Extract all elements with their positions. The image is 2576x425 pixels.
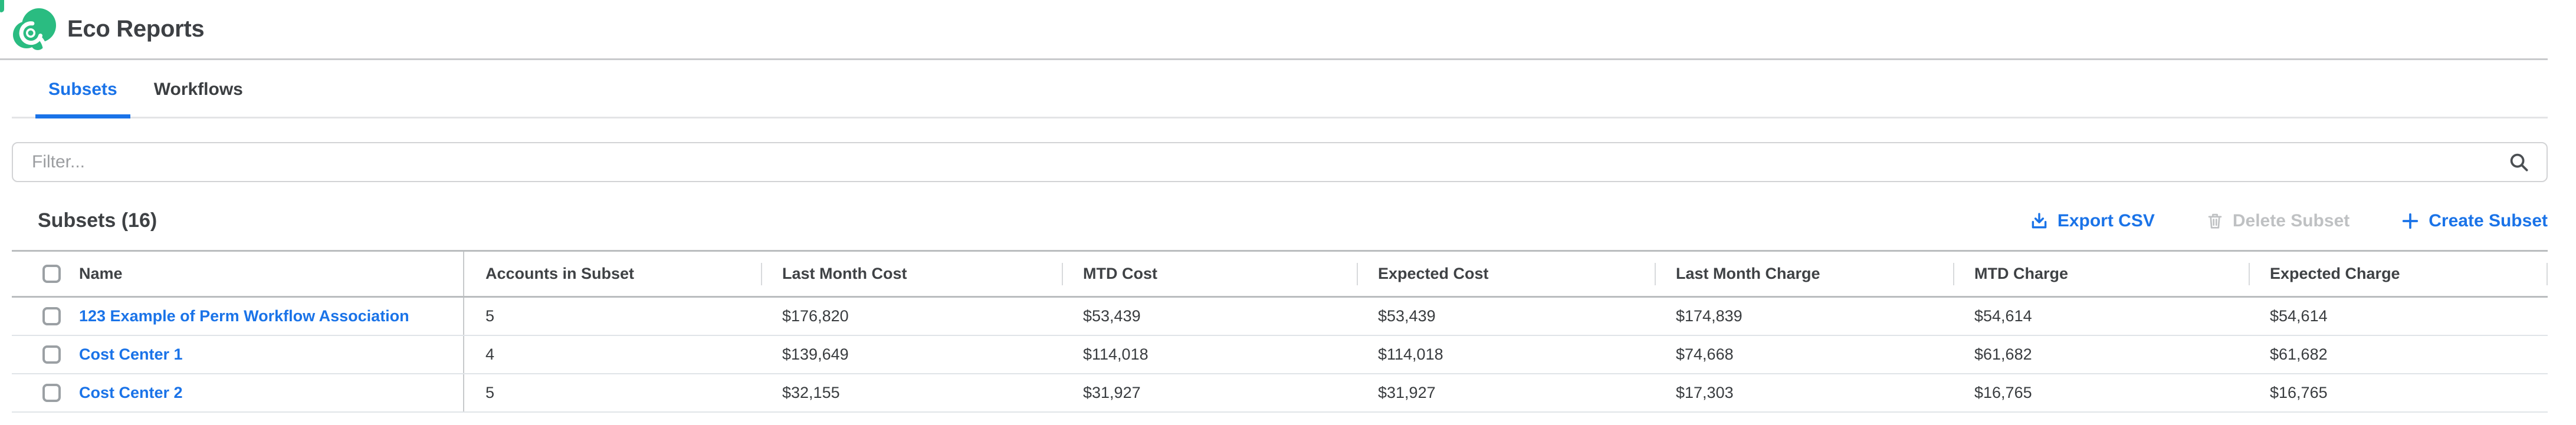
eco-logo-icon bbox=[13, 8, 56, 50]
row-checkbox[interactable] bbox=[42, 307, 61, 325]
cell-last-month-charge: $17,303 bbox=[1676, 384, 1734, 401]
header-cell-expected-charge: Expected Charge bbox=[2249, 252, 2548, 296]
table-row: Cost Center 2 5 $32,155 $31,927 $31,927 … bbox=[12, 374, 2548, 413]
cell-mtd-cost: $31,927 bbox=[1083, 384, 1141, 401]
subset-link[interactable]: Cost Center 1 bbox=[79, 345, 183, 363]
toolbar-actions: Export CSV Delete Subset Create Subset bbox=[2029, 211, 2548, 231]
page-title: Eco Reports bbox=[67, 16, 205, 42]
header-cell-name: Name bbox=[12, 252, 464, 296]
subsets-toolbar: Subsets (16) Export CSV Delete Subset Cr… bbox=[12, 209, 2548, 232]
row-checkbox[interactable] bbox=[42, 345, 61, 364]
create-subset-button[interactable]: Create Subset bbox=[2400, 211, 2548, 231]
cell-name: Cost Center 2 bbox=[12, 374, 464, 411]
header-cell-mtd-cost: MTD Cost bbox=[1062, 252, 1357, 296]
plus-icon bbox=[2403, 213, 2419, 229]
create-subset-label: Create Subset bbox=[2429, 210, 2548, 230]
tab-bar: Subsets Workflows bbox=[0, 60, 2548, 118]
cell-name: 123 Example of Perm Workflow Association bbox=[12, 298, 464, 335]
cell-mtd-charge: $54,614 bbox=[1974, 307, 2032, 325]
tab-subsets[interactable]: Subsets bbox=[35, 60, 130, 118]
export-csv-button[interactable]: Export CSV bbox=[2029, 211, 2155, 231]
tab-workflows[interactable]: Workflows bbox=[153, 79, 243, 99]
cell-expected-charge: $16,765 bbox=[2270, 384, 2328, 401]
select-all-checkbox[interactable] bbox=[42, 265, 61, 283]
subset-link[interactable]: Cost Center 2 bbox=[79, 384, 183, 401]
cell-accounts: 5 bbox=[485, 307, 495, 325]
cell-expected-charge: $61,682 bbox=[2270, 345, 2328, 363]
export-csv-label: Export CSV bbox=[2057, 210, 2155, 230]
column-label-name: Name bbox=[79, 265, 123, 282]
delete-subset-label: Delete Subset bbox=[2232, 210, 2350, 230]
trash-icon bbox=[2208, 213, 2222, 229]
row-checkbox[interactable] bbox=[42, 384, 61, 402]
table-header-row: Name Accounts in Subset Last Month Cost … bbox=[12, 252, 2548, 298]
download-icon bbox=[2032, 212, 2047, 228]
corner-logo-fragment bbox=[0, 0, 4, 12]
header-cell-last-month-cost: Last Month Cost bbox=[761, 252, 1062, 296]
header-cell-expected-cost: Expected Cost bbox=[1357, 252, 1655, 296]
filter-input[interactable] bbox=[12, 142, 2548, 182]
header-cell-accounts: Accounts in Subset bbox=[485, 265, 635, 282]
delete-subset-button[interactable]: Delete Subset bbox=[2206, 211, 2349, 231]
cell-mtd-cost: $53,439 bbox=[1083, 307, 1141, 325]
cell-name: Cost Center 1 bbox=[12, 336, 464, 373]
cell-last-month-cost: $176,820 bbox=[782, 307, 849, 325]
cell-expected-charge: $54,614 bbox=[2270, 307, 2328, 325]
cell-mtd-charge: $61,682 bbox=[1974, 345, 2032, 363]
cell-mtd-cost: $114,018 bbox=[1083, 345, 1148, 363]
search-icon bbox=[2510, 153, 2528, 172]
cell-expected-cost: $53,439 bbox=[1378, 307, 1436, 325]
cell-accounts: 4 bbox=[485, 345, 495, 363]
cell-expected-cost: $31,927 bbox=[1378, 384, 1436, 401]
app-header: Eco Reports bbox=[0, 0, 2548, 60]
cell-last-month-charge: $174,839 bbox=[1676, 307, 1743, 325]
cell-last-month-cost: $139,649 bbox=[782, 345, 849, 363]
cell-last-month-charge: $74,668 bbox=[1676, 345, 1734, 363]
section-heading: Subsets (16) bbox=[38, 209, 157, 232]
header-cell-last-month-charge: Last Month Charge bbox=[1655, 252, 1953, 296]
filter-bar bbox=[12, 142, 2548, 182]
header-cell-mtd-charge: MTD Charge bbox=[1953, 252, 2249, 296]
table-row: 123 Example of Perm Workflow Association… bbox=[12, 298, 2548, 336]
cell-last-month-cost: $32,155 bbox=[782, 384, 840, 401]
cell-expected-cost: $114,018 bbox=[1378, 345, 1443, 363]
cell-accounts: 5 bbox=[485, 384, 495, 401]
table-row: Cost Center 1 4 $139,649 $114,018 $114,0… bbox=[12, 336, 2548, 374]
subsets-table: Name Accounts in Subset Last Month Cost … bbox=[12, 250, 2548, 413]
cell-mtd-charge: $16,765 bbox=[1974, 384, 2032, 401]
subset-link[interactable]: 123 Example of Perm Workflow Association bbox=[79, 307, 409, 325]
